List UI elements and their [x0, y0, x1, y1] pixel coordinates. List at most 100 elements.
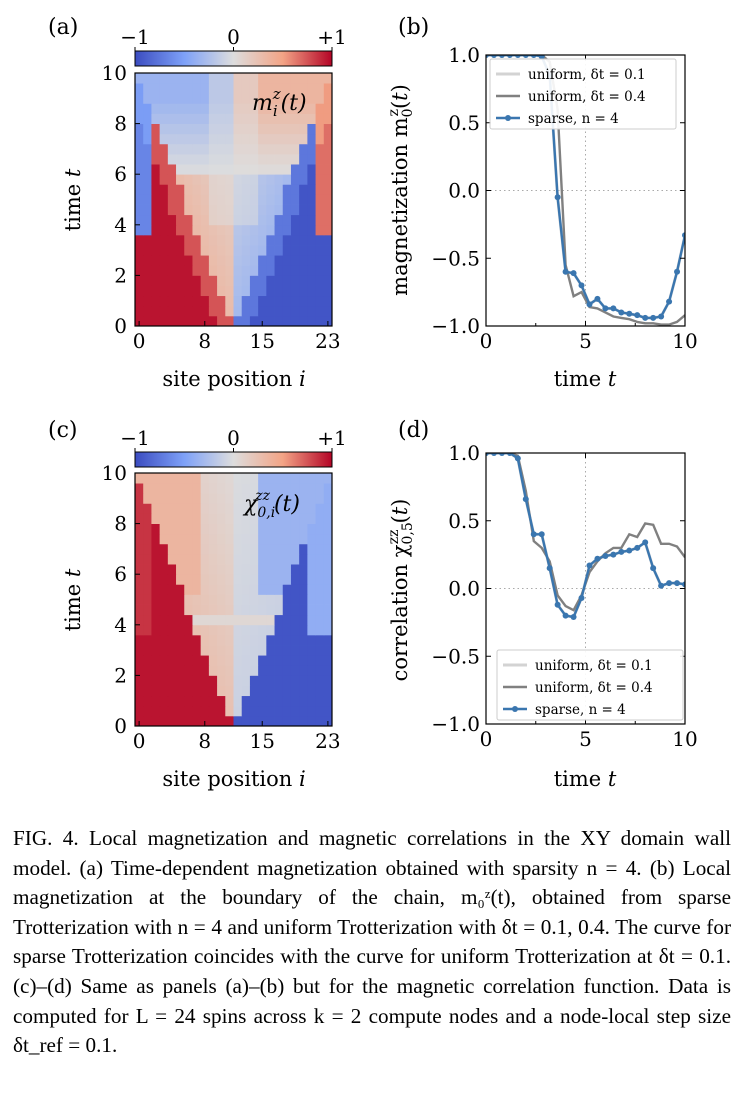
heatmap-cell — [299, 493, 308, 504]
heatmap-cell — [208, 705, 218, 717]
heatmap-cell — [200, 665, 210, 676]
heatmap-cell — [217, 73, 226, 84]
heatmap-cell — [233, 153, 243, 165]
heatmap-cell — [167, 564, 177, 575]
heatmap-cell — [225, 594, 234, 605]
heatmap-cell — [282, 594, 292, 605]
heatmap-cell — [233, 483, 243, 494]
heatmap-cell — [307, 533, 316, 545]
heatmap-cell — [167, 594, 177, 605]
heatmap-cell — [135, 275, 144, 286]
heatmap-cell — [323, 194, 333, 205]
heatmap-cell — [299, 483, 308, 494]
colorbar-a-ticks: −1 0 +1 — [120, 25, 347, 51]
heatmap-cell — [241, 503, 251, 514]
heatmap-cell — [167, 174, 177, 185]
heatmap-cell — [233, 265, 243, 276]
heatmap-cell — [315, 695, 325, 707]
heatmap-cell — [200, 164, 210, 175]
heatmap-cell — [315, 184, 325, 195]
heatmap-cell — [307, 103, 316, 114]
heatmap-cell — [241, 665, 251, 676]
heatmap-cell — [266, 584, 275, 595]
heatmap-cell — [151, 113, 161, 124]
data-point — [586, 562, 593, 569]
heatmap-cell — [159, 285, 169, 297]
heatmap-cell — [192, 164, 202, 175]
heatmap-cell — [249, 533, 259, 545]
heatmap-cell — [225, 715, 234, 727]
heatmap-cell — [258, 513, 267, 524]
heatmap-cell — [274, 584, 284, 595]
heatmap-cell — [282, 523, 292, 535]
heatmap-cell — [225, 493, 234, 504]
data-point — [658, 313, 665, 320]
heatmap-cell — [233, 305, 243, 317]
heatmap-cell — [167, 715, 177, 727]
heatmap-cell — [249, 255, 259, 266]
heatmap-cell — [266, 473, 275, 484]
heatmap-cell — [200, 655, 210, 666]
heatmap-cell — [176, 553, 185, 565]
heatmap-cell — [192, 214, 202, 226]
heatmap-cell — [233, 634, 243, 646]
heatmap-cell — [258, 73, 267, 84]
heatmap-cell — [307, 275, 316, 286]
heatmap-cell — [135, 705, 144, 717]
heatmap-cell — [225, 265, 234, 276]
heatmap-cell — [290, 133, 300, 145]
heatmap-cell — [249, 224, 259, 236]
heatmap-cell — [249, 564, 259, 575]
heatmap-cell — [266, 604, 275, 616]
heatmap-cell — [217, 113, 226, 124]
heatmap-cell — [258, 624, 267, 636]
heatmap-cell — [290, 103, 300, 114]
heatmap-cell — [135, 133, 144, 145]
heatmap-cell — [282, 493, 292, 504]
heatmap-cell — [299, 255, 308, 266]
heatmap-cell — [282, 574, 292, 585]
heatmap-cell — [299, 194, 308, 205]
heatmap-cell — [307, 194, 316, 205]
heatmap-cell — [176, 493, 185, 504]
heatmap-cell — [217, 574, 226, 585]
heatmap-cell — [217, 543, 226, 555]
heatmap-cell — [135, 624, 144, 636]
heatmap-cell — [208, 685, 218, 697]
heatmap-cell — [299, 113, 308, 124]
legend-box — [496, 649, 684, 721]
heatmap-cell — [299, 285, 308, 297]
heatmap-cell — [225, 564, 234, 575]
series-line — [486, 453, 685, 619]
heatmap-cell — [282, 265, 292, 276]
heatmap-cell — [233, 123, 243, 135]
data-point — [650, 565, 657, 572]
heatmap-cell — [200, 214, 210, 226]
legend-entry: uniform, δt = 0.4 — [535, 680, 653, 696]
y-tick-label: 2 — [114, 663, 127, 687]
heatmap-cell — [200, 493, 210, 504]
heatmap-cell — [159, 315, 169, 327]
data-point — [682, 232, 685, 239]
heatmap-cell — [192, 123, 202, 135]
heatmap-cell — [200, 705, 210, 717]
heatmap-cell — [307, 245, 316, 256]
heatmap-cell — [176, 285, 185, 297]
heatmap-cell — [233, 184, 243, 195]
heatmap-cell — [307, 315, 316, 327]
heatmap-cell — [135, 285, 144, 297]
heatmap-cell — [159, 305, 169, 317]
data-point — [522, 496, 529, 503]
heatmap-cell — [315, 705, 325, 717]
y-tick-label: 0.5 — [448, 509, 480, 533]
heatmap-cell — [176, 483, 185, 494]
heatmap-cell — [274, 513, 284, 524]
heatmap-cell — [315, 715, 325, 727]
heatmap-cell — [315, 234, 325, 246]
heatmap-cell — [159, 705, 169, 717]
heatmap-cell — [151, 73, 161, 84]
heatmap-cell — [225, 645, 234, 656]
heatmap-cell — [249, 473, 259, 484]
heatmap-cell — [192, 665, 202, 676]
heatmap-cell — [307, 483, 316, 494]
